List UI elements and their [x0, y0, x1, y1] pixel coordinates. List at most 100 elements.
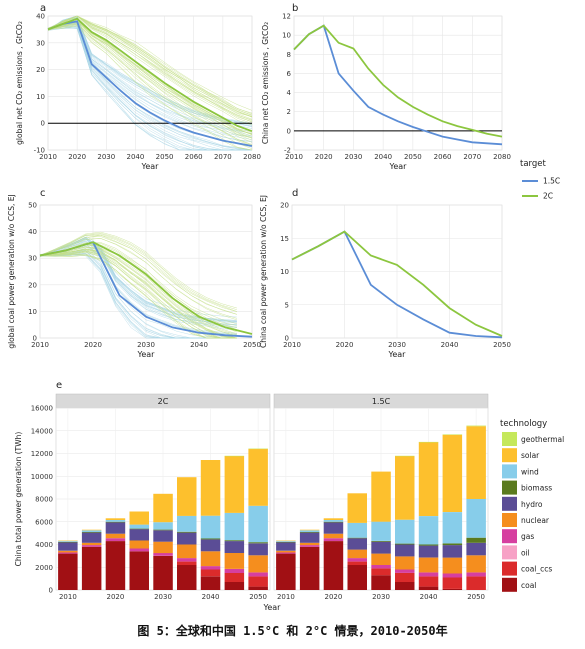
y-tick-label: -2 — [284, 147, 291, 155]
bar-stack-2010 — [58, 540, 78, 590]
y-tick-label: 2000 — [35, 564, 53, 572]
ensemble-line — [47, 26, 252, 151]
panel-b: b 2010 2020 2030 2040 2050 2060 2070 2080 -2 0 2 4 6 8… — [261, 3, 511, 171]
y-tick-label: 12 — [282, 13, 291, 21]
bar-segment-geothermal — [466, 425, 486, 427]
ensemble-line — [47, 23, 252, 151]
ensemble-line — [47, 16, 253, 126]
bar-segment-hydro — [466, 542, 486, 556]
bar-stack-2025 — [129, 511, 149, 590]
y-tick-label: 50 — [28, 202, 37, 210]
x-tick-label: 2030 — [137, 341, 155, 349]
x-tick-label: 2010 — [39, 153, 57, 161]
x-tick-label: 2030 — [97, 153, 115, 161]
y-tick-label: 14000 — [31, 427, 53, 435]
x-tick-label: 2010 — [277, 593, 295, 601]
y-tick-label: 15 — [280, 235, 289, 243]
bar-segment-wind — [371, 521, 391, 541]
bar-segment-coal_ccs — [371, 568, 391, 576]
bar-segment-nuclear — [466, 555, 486, 573]
bar-segment-solar — [248, 448, 268, 506]
bar-segment-nuclear — [224, 553, 245, 569]
bar-stack-2040 — [200, 460, 221, 590]
bar-segment-geothermal — [395, 455, 415, 457]
bar-segment-wind — [276, 540, 296, 542]
bar-segment-gas — [129, 548, 149, 552]
bar-stack-2030 — [153, 493, 173, 590]
x-tick-label: 2080 — [493, 153, 511, 161]
series-line-2C — [293, 24, 503, 138]
bar-segment-hydro — [418, 545, 439, 558]
bar-segment-coal — [81, 546, 102, 590]
bar-segment-wind — [81, 530, 102, 532]
x-axis-label: Year — [388, 350, 407, 359]
bar-segment-coal — [276, 553, 296, 590]
y-tick-label: 10 — [28, 308, 37, 316]
bar-stack-2035 — [395, 455, 415, 590]
bar-segment-nuclear — [177, 544, 197, 559]
bar-stack-2025 — [347, 493, 367, 590]
bar-segment-solar — [177, 477, 197, 516]
x-tick-label: 2020 — [68, 153, 86, 161]
bar-segment-solar — [129, 511, 149, 525]
bar-segment-gas — [299, 545, 320, 547]
bar-segment-hydro — [81, 532, 102, 543]
y-tick-label: 8 — [287, 51, 291, 59]
bar-segment-coal_ccs — [224, 572, 245, 582]
bar-segment-coal_ccs — [418, 576, 439, 587]
bar-segment-gas — [153, 553, 173, 556]
y-axis-label: China net CO₂ emissions , GtCO₂ — [261, 22, 270, 144]
bar-segment-gas — [466, 572, 486, 577]
y-tick-label: 0 — [285, 335, 289, 343]
bar-segment-gas — [347, 558, 367, 562]
y-tick-label: 12000 — [31, 450, 53, 458]
bar-segment-coal — [200, 576, 221, 590]
bar-segment-coal — [58, 553, 78, 590]
series-line-1.5C — [293, 24, 503, 146]
bar-segment-coal_ccs — [347, 561, 367, 565]
ensemble-line — [39, 238, 237, 321]
x-axis-label: Year — [137, 350, 156, 359]
x-tick-label: 2030 — [372, 593, 390, 601]
bar-stack-2050 — [248, 448, 268, 590]
bar-segment-wind — [177, 515, 197, 532]
ensemble-line — [39, 240, 237, 328]
bar-segment-nuclear — [442, 557, 463, 574]
ensemble-line — [47, 15, 253, 115]
technology-legend: technology geothermal solar wind biomass hydr… — [500, 419, 564, 592]
legend-label: geothermal — [521, 435, 564, 444]
bar-segment-biomass — [442, 543, 463, 546]
bar-segment-hydro — [129, 529, 149, 541]
bar-segment-coal — [299, 546, 320, 590]
bar-segment-wind — [347, 522, 367, 538]
y-tick-label: 30 — [36, 39, 45, 47]
y-tick-label: 20 — [36, 66, 45, 74]
ensemble-line — [39, 248, 237, 339]
ensemble-line — [39, 246, 237, 337]
bar-segment-coal — [323, 541, 344, 590]
bar-segment-coal — [395, 582, 415, 590]
y-tick-label: 0 — [49, 587, 53, 595]
bar-segment-nuclear — [153, 541, 173, 554]
y-tick-label: 10 — [282, 32, 291, 40]
series-line-2C — [47, 17, 253, 133]
series-line-1.5C — [47, 20, 253, 147]
target-legend: target 1.5C 2C — [520, 159, 560, 201]
bar-segment-biomass — [371, 541, 391, 542]
bar-segment-coal_ccs — [248, 576, 268, 587]
bar-segment-biomass — [347, 537, 367, 539]
bar-segment-wind — [442, 512, 463, 544]
ensemble-line — [47, 20, 253, 137]
x-tick-label: 2030 — [388, 341, 406, 349]
x-axis-label: Year — [263, 603, 282, 612]
facet-1.5C: 1.5C 2010 2020 2030 2040 2050 — [273, 393, 489, 601]
legend-label: nuclear — [521, 516, 550, 525]
bar-segment-hydro — [442, 545, 463, 558]
ensemble-line — [47, 25, 253, 151]
x-tick-label: 2050 — [156, 153, 174, 161]
bar-segment-nuclear — [299, 542, 320, 546]
x-tick-label: 2050 — [249, 593, 267, 601]
bar-segment-gas — [177, 558, 197, 562]
